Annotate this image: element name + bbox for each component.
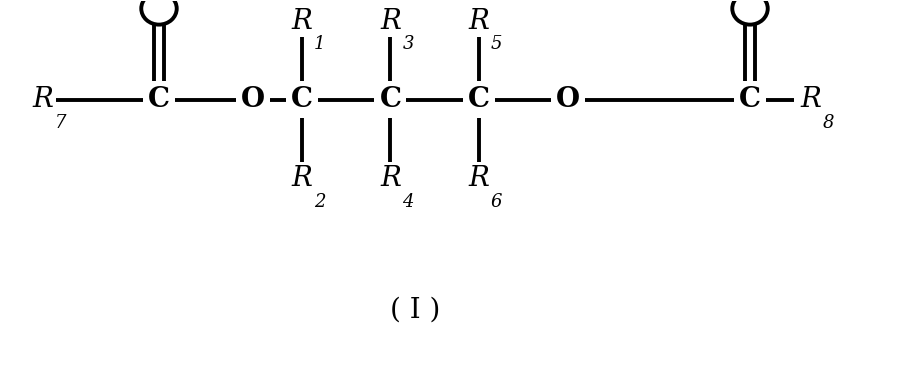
Text: C: C	[468, 86, 490, 113]
Text: 2: 2	[314, 193, 325, 211]
Text: R: R	[292, 8, 313, 34]
Text: C: C	[379, 86, 402, 113]
Text: ( I ): ( I )	[390, 296, 440, 323]
Text: C: C	[291, 86, 313, 113]
Text: R: R	[469, 8, 490, 34]
Text: 7: 7	[55, 114, 66, 132]
Text: 6: 6	[491, 193, 503, 211]
Text: C: C	[148, 86, 170, 113]
Text: C: C	[739, 86, 761, 113]
Text: R: R	[469, 165, 490, 192]
Text: R: R	[380, 8, 401, 34]
Text: R: R	[801, 86, 822, 113]
Text: O: O	[555, 86, 580, 113]
Circle shape	[141, 0, 176, 25]
Text: 1: 1	[314, 35, 325, 53]
Text: 8: 8	[823, 114, 834, 132]
Circle shape	[733, 0, 768, 25]
Text: R: R	[292, 165, 313, 192]
Text: O: O	[241, 86, 265, 113]
Text: R: R	[380, 165, 401, 192]
Text: 3: 3	[403, 35, 414, 53]
Text: R: R	[33, 86, 54, 113]
Text: 4: 4	[403, 193, 414, 211]
Text: 5: 5	[491, 35, 503, 53]
